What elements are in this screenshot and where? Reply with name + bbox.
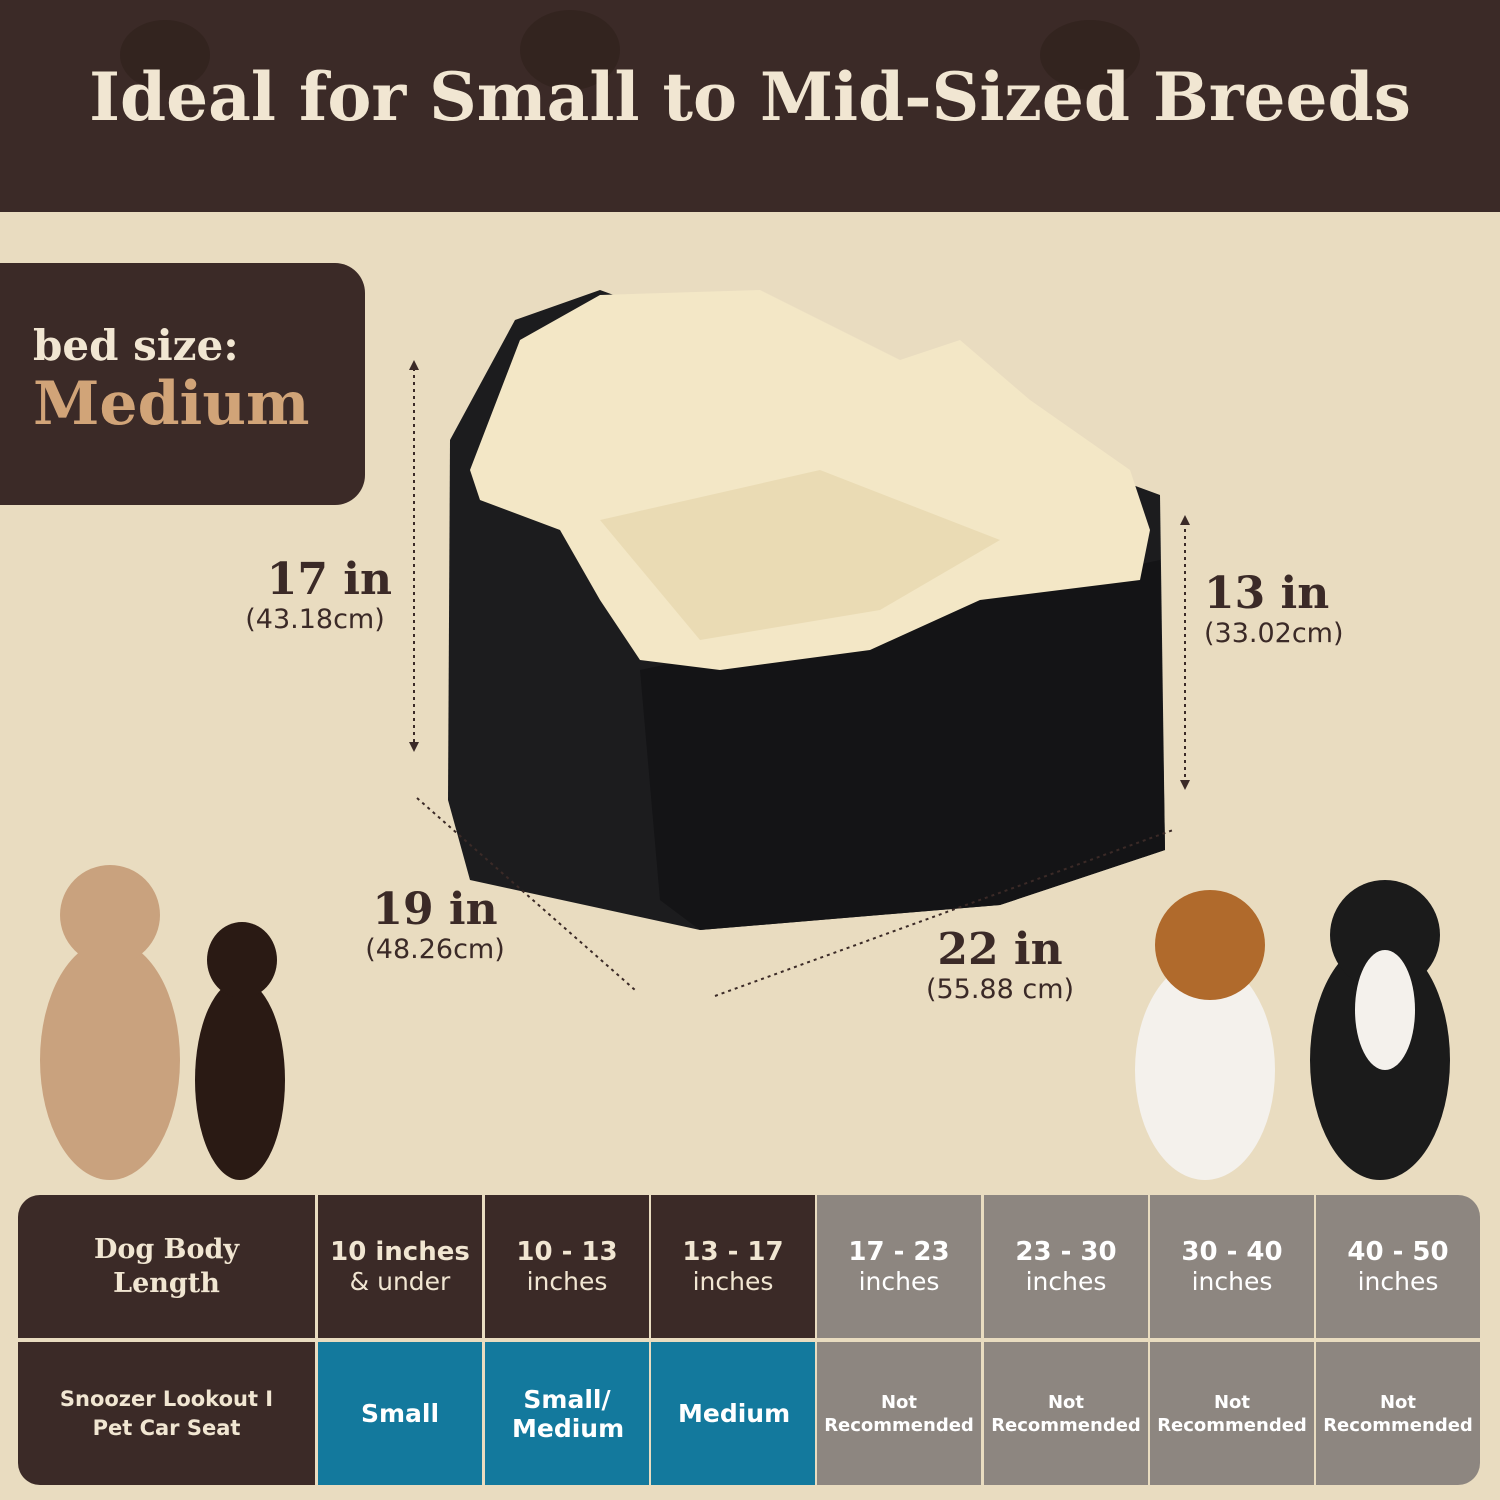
length-cell: 40 - 50 inches <box>1316 1195 1480 1338</box>
depth-dimension: 19 in (48.26cm) <box>340 886 530 966</box>
length-range: 30 - 40 <box>1181 1236 1283 1267</box>
fit-label: Not Recommended <box>1157 1391 1307 1436</box>
not-recommended-cell: Not Recommended <box>817 1342 981 1485</box>
length-range: 17 - 23 <box>848 1236 950 1267</box>
bed-size-value: Medium <box>33 369 310 439</box>
fit-label: Not Recommended <box>1323 1391 1473 1436</box>
width-value: 22 in <box>937 924 1063 975</box>
height-left-metric: (43.18cm) <box>245 604 385 635</box>
arrow-head-icon <box>409 742 419 752</box>
fit-cell: Medium <box>651 1342 815 1485</box>
arrow-head-icon <box>409 360 419 370</box>
bed-size-badge: bed size: Medium <box>0 263 365 505</box>
length-cell: 17 - 23 inches <box>817 1195 981 1338</box>
page-title: Ideal for Small to Mid-Sized Breeds <box>89 58 1411 136</box>
fit-label: Not Recommended <box>824 1391 974 1436</box>
not-recommended-cell: Not Recommended <box>1150 1342 1314 1485</box>
length-range: 13 - 17 <box>682 1236 784 1267</box>
length-unit: inches <box>692 1266 774 1296</box>
pinscher-image <box>195 922 285 1180</box>
row-header-body-length: Dog Body Length <box>18 1195 315 1338</box>
length-range: 10 inches <box>330 1236 470 1267</box>
height-left-value: 17 in <box>266 554 392 605</box>
length-cell: 10 inches & under <box>318 1195 482 1338</box>
depth-value: 19 in <box>372 884 498 935</box>
size-chart-table: Dog Body Length Snoozer Lookout I Pet Ca… <box>18 1195 1480 1485</box>
length-cell: 23 - 30 inches <box>984 1195 1148 1338</box>
length-cell: 10 - 13 inches <box>485 1195 649 1338</box>
border-collie-image <box>1310 880 1450 1180</box>
arrow-head-icon <box>1180 780 1190 790</box>
paw-print-decoration <box>120 20 210 90</box>
not-recommended-cell: Not Recommended <box>1316 1342 1480 1485</box>
width-dimension: 22 in (55.88 cm) <box>900 926 1100 1006</box>
bed-size-label: bed size: <box>33 321 239 370</box>
paw-print-decoration <box>520 10 620 90</box>
fleece-shadow <box>600 470 1000 640</box>
height-right-value: 13 in <box>1204 568 1330 619</box>
length-unit: & under <box>349 1266 451 1296</box>
width-metric: (55.88 cm) <box>925 974 1075 1005</box>
height-right-dimension: 13 in (33.02cm) <box>1190 570 1370 650</box>
header-banner: Ideal for Small to Mid-Sized Breeds <box>0 0 1500 212</box>
height-right-metric: (33.02cm) <box>1204 618 1344 649</box>
not-recommended-cell: Not Recommended <box>984 1342 1148 1485</box>
fit-cell: Small/ Medium <box>485 1342 649 1485</box>
length-unit: inches <box>1357 1266 1439 1296</box>
beagle-image <box>1135 890 1275 1180</box>
row-header-product: Snoozer Lookout I Pet Car Seat <box>18 1342 315 1485</box>
length-unit: inches <box>858 1266 940 1296</box>
length-unit: inches <box>1191 1266 1273 1296</box>
length-unit: inches <box>526 1266 608 1296</box>
depth-metric: (48.26cm) <box>365 934 505 965</box>
poodle-image <box>40 865 180 1180</box>
length-range: 10 - 13 <box>516 1236 618 1267</box>
fit-label: Not Recommended <box>991 1391 1141 1436</box>
length-unit: inches <box>1025 1266 1107 1296</box>
row-header-text: Dog Body Length <box>93 1233 240 1299</box>
length-cell: 13 - 17 inches <box>651 1195 815 1338</box>
fit-cell: Small <box>318 1342 482 1485</box>
length-cell: 30 - 40 inches <box>1150 1195 1314 1338</box>
fit-label: Small <box>360 1399 440 1428</box>
fit-label: Medium <box>678 1399 791 1428</box>
row-header-text: Snoozer Lookout I Pet Car Seat <box>59 1386 274 1440</box>
length-range: 40 - 50 <box>1347 1236 1449 1267</box>
height-left-dimension: 17 in (43.18cm) <box>220 556 410 636</box>
paw-print-decoration <box>1040 20 1140 90</box>
arrow-head-icon <box>1180 515 1190 525</box>
length-range: 23 - 30 <box>1015 1236 1117 1267</box>
fit-label: Small/ Medium <box>512 1384 625 1443</box>
